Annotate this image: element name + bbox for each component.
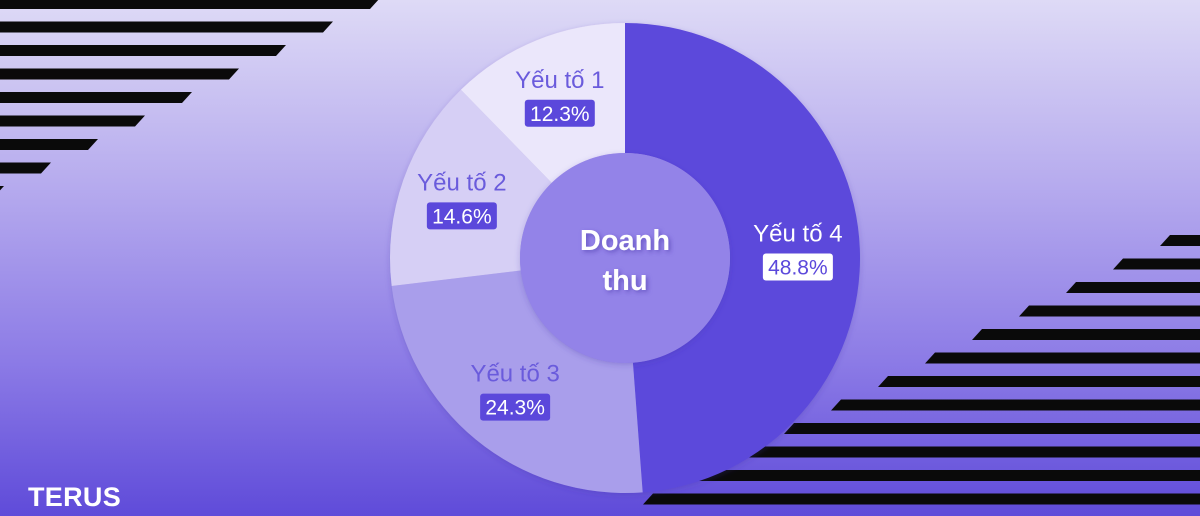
donut-center — [520, 153, 730, 363]
left-stripe — [0, 45, 286, 56]
right-stripe — [1019, 305, 1200, 317]
left-stripe-group — [0, 0, 379, 197]
brand-logo-text: TERUS — [28, 482, 122, 512]
right-stripe — [737, 446, 1200, 458]
left-stripe — [0, 115, 145, 127]
slice-label: Yếu tố 4 — [753, 220, 842, 247]
donut-slice — [391, 270, 643, 493]
left-stripe — [0, 92, 192, 103]
left-stripe — [0, 162, 51, 174]
donut-slice — [390, 89, 552, 286]
percent-badge — [480, 393, 551, 421]
right-stripe-group — [643, 235, 1200, 505]
left-stripe — [0, 0, 379, 9]
slice-label: Yếu tố 1 — [515, 67, 604, 94]
percent-label: 12.3% — [530, 103, 590, 126]
right-stripe — [925, 352, 1200, 364]
slice-labels: Yếu tố 4 48.8% Yếu tố 3 24.3% Yếu tố 2 14.6% Y… — [417, 67, 843, 421]
donut-slice — [625, 23, 861, 493]
left-stripe — [0, 139, 98, 150]
center-label-line-1: Doanh — [580, 225, 670, 257]
percent-badge — [524, 99, 595, 127]
percent-badge — [762, 253, 833, 281]
percent-label: 24.3% — [485, 397, 545, 420]
center-label-line-2: thu — [602, 265, 647, 297]
left-stripe — [0, 186, 4, 197]
right-stripe — [1066, 282, 1200, 293]
percent-label: 48.8% — [768, 256, 828, 279]
right-stripe — [1113, 258, 1200, 270]
right-stripe — [878, 376, 1200, 387]
left-stripe — [0, 21, 333, 33]
slice-label: Yếu tố 2 — [417, 169, 506, 196]
slice-label: Yếu tố 3 — [470, 361, 559, 388]
right-stripe — [784, 423, 1200, 434]
right-stripe — [1160, 235, 1200, 246]
right-stripe — [972, 329, 1200, 340]
percent-badge — [426, 202, 497, 230]
right-stripe — [643, 493, 1200, 505]
right-stripe — [831, 399, 1200, 411]
percent-label: 14.6% — [432, 205, 492, 228]
right-stripe — [690, 470, 1200, 481]
left-stripe — [0, 68, 239, 80]
